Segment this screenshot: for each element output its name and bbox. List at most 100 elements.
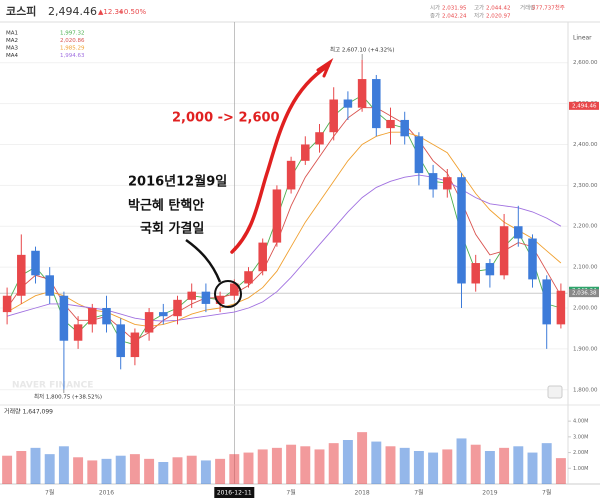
volume-bar	[513, 446, 524, 484]
candle-body	[88, 308, 97, 325]
volume-bar	[555, 458, 566, 484]
x-tick-label: 2016-12-11	[217, 490, 252, 497]
volume-tick-label: 4.00M	[573, 419, 588, 425]
candle-body	[443, 177, 452, 190]
volume-bar	[200, 460, 211, 484]
volume-bar	[456, 438, 467, 484]
volume-bar	[101, 458, 112, 484]
ma-line	[6, 94, 562, 346]
volume-tick-label: 1.00M	[573, 466, 588, 472]
info-label: 저가	[474, 12, 484, 20]
scale-label[interactable]: Linear	[573, 35, 592, 42]
volume-bar	[87, 460, 98, 484]
legend: MA1 1,997.32 MA2 2,020.86 MA3 1,985.29 MA4 1,99…	[6, 31, 85, 60]
annotation: 국회 가결일	[140, 221, 204, 237]
volume-bar	[257, 449, 268, 484]
candle-body	[17, 254, 26, 296]
candle-body	[514, 226, 523, 239]
volume-bar	[144, 458, 155, 484]
volume-bar	[428, 452, 439, 484]
x-tick-label: 7월	[542, 489, 551, 497]
highlight-circle	[214, 280, 242, 308]
candle-body	[386, 119, 395, 129]
candle-body	[485, 263, 495, 276]
y-tick-label: 2,200.00	[573, 224, 598, 230]
candle-body	[201, 291, 211, 304]
volume-bar	[129, 454, 140, 484]
x-tick-label: 2016	[99, 490, 114, 497]
volume-bar	[58, 446, 69, 484]
x-tick-label: 7월	[45, 489, 54, 497]
x-tick-label: 7월	[286, 489, 295, 497]
volume-bar	[413, 451, 424, 484]
volume-tick-label: 2.00M	[573, 450, 588, 456]
high-label: 최고 2,607.10 (+4.32%)	[330, 46, 394, 54]
stock-change: ▲12.34	[98, 8, 124, 16]
volume-bar	[541, 443, 552, 484]
price-tag	[569, 101, 599, 110]
ma-line	[6, 107, 562, 342]
x-tick-label: 2018	[354, 490, 369, 497]
candle-body	[59, 295, 69, 341]
candle-body	[144, 312, 154, 333]
y-tick-label: 1,900.00	[573, 346, 598, 352]
volume-bar	[328, 443, 339, 484]
candle-body	[556, 290, 566, 325]
candle-body	[357, 79, 367, 108]
volume-tick-label: 3.00M	[573, 434, 588, 440]
plot-area	[0, 22, 568, 484]
stock-name: 코스피	[6, 4, 36, 18]
x-tick-label: 7월	[414, 489, 423, 497]
volume-bar	[300, 446, 311, 484]
volume-bar	[385, 446, 396, 484]
annotation: 박근혜 탄핵안	[128, 198, 204, 214]
y-tick-label: 2,300.00	[573, 183, 598, 189]
legend-label: MA3	[6, 46, 19, 52]
volume-bar	[286, 444, 297, 484]
info-value: 2,044.42	[486, 6, 511, 12]
candle-body	[372, 79, 381, 129]
legend-value: 1,997.32	[60, 31, 85, 37]
volume-bar	[186, 455, 197, 484]
candle-body	[116, 324, 125, 358]
volume-bar	[172, 457, 183, 484]
candle-body	[244, 271, 253, 284]
candle-body	[343, 99, 353, 108]
legend-value: 1,994.63	[60, 53, 85, 59]
volume-bar	[271, 447, 282, 484]
info-label: 고가	[474, 4, 484, 12]
volume-bar	[371, 441, 382, 484]
y-tick-label: 2,100.00	[573, 265, 598, 271]
settings-button[interactable]	[547, 385, 563, 399]
legend-label: MA4	[6, 53, 19, 59]
pointer-line	[185, 238, 222, 283]
candle-body	[528, 238, 537, 280]
price-tag	[569, 289, 599, 298]
ma-line	[6, 174, 562, 322]
candle-body	[329, 99, 338, 133]
volume-title: 거래량 1,647,099	[4, 408, 53, 416]
volume-bar	[499, 447, 510, 484]
candle-body	[315, 132, 324, 145]
info-label: 거래량	[520, 4, 535, 12]
price-tag-label: 2,494.46	[572, 103, 597, 109]
arrow-head	[316, 57, 334, 78]
candle-body	[301, 144, 310, 161]
x-tick-label: 2019	[482, 490, 497, 497]
volume-bar	[314, 449, 325, 484]
volume-bar	[484, 451, 495, 484]
candle-body	[542, 279, 551, 325]
volume-bar	[2, 455, 13, 484]
annotation: 2016년12월9일	[128, 174, 227, 190]
price-tag-label: 2,036.38	[572, 291, 597, 297]
stock-price: 2,494.46	[48, 5, 97, 18]
y-tick-label: 1,800.00	[573, 387, 598, 393]
info-label: 종가	[430, 12, 440, 20]
volume-bar	[30, 447, 41, 484]
stock-change-pct: +0.50%	[118, 8, 146, 16]
volume-bar	[215, 458, 226, 484]
volume-bar	[442, 449, 453, 484]
